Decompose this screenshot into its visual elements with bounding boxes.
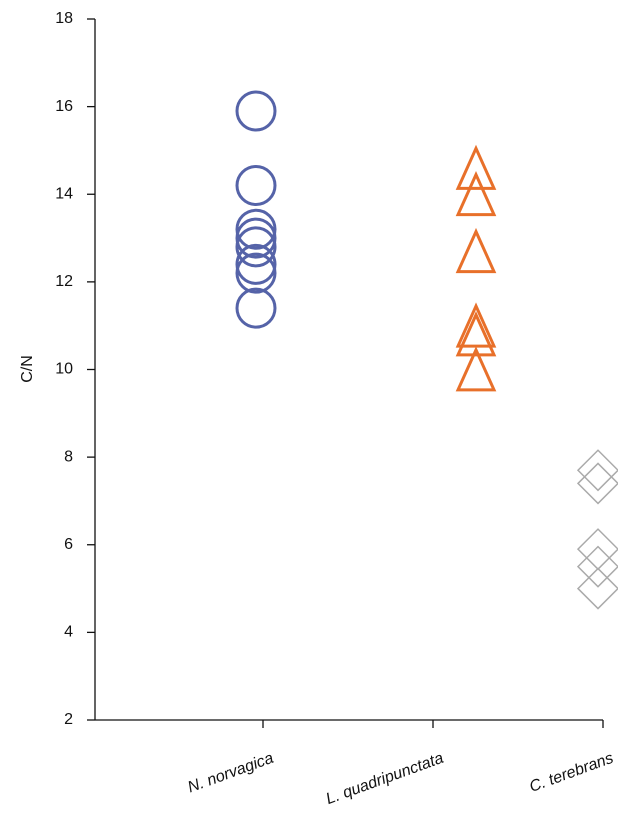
point [235, 90, 277, 132]
y-tick-label: 16 [55, 98, 73, 115]
point [235, 243, 277, 285]
point [576, 449, 618, 492]
point [576, 567, 618, 610]
y-tick-label: 14 [55, 185, 73, 202]
x-tick-label: C. terebrans [527, 750, 616, 796]
point [235, 287, 277, 329]
point [455, 302, 497, 348]
y-tick-label: 6 [64, 536, 73, 553]
y-tick-label: 8 [64, 448, 73, 465]
point [455, 227, 497, 274]
point [235, 208, 277, 250]
point [576, 462, 618, 505]
point [455, 170, 497, 217]
point [235, 164, 277, 206]
y-tick-label: 2 [64, 711, 73, 728]
y-tick-label: 4 [64, 624, 73, 641]
y-tick-label: 18 [55, 10, 73, 27]
point [235, 226, 277, 268]
x-tick-label: L. quadripunctata [324, 750, 446, 808]
x-tick-label: N. norvagica [186, 750, 276, 797]
point [576, 545, 618, 588]
point [455, 346, 497, 392]
y-tick-label: 12 [55, 273, 73, 290]
point [455, 311, 497, 357]
y-tick-label: 10 [55, 361, 73, 378]
y-axis-label: C/N [19, 355, 36, 383]
point [455, 144, 497, 190]
point [235, 217, 277, 259]
point [576, 528, 618, 571]
point [235, 252, 277, 294]
